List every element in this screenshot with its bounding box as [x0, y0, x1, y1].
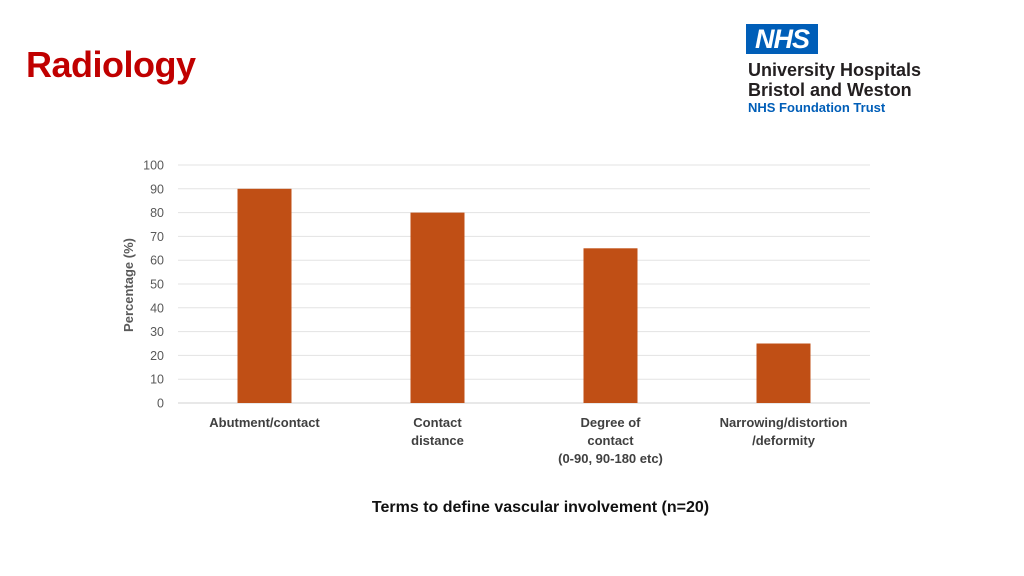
bar	[410, 212, 465, 403]
y-tick-label: 60	[150, 254, 164, 268]
x-tick-label: Abutment/contact	[209, 415, 320, 430]
x-tick-label: contact	[587, 433, 634, 448]
y-tick-label: 40	[150, 301, 164, 315]
x-axis-title: Terms to define vascular involvement (n=…	[371, 499, 710, 516]
y-tick-label: 30	[150, 325, 164, 339]
x-tick-label: Contact	[413, 415, 462, 430]
y-tick-label: 20	[150, 349, 164, 363]
y-tick-label: 50	[150, 278, 164, 292]
y-tick-label: 90	[150, 182, 164, 196]
x-tick-label: Narrowing/distortion	[720, 415, 848, 430]
y-tick-label: 80	[150, 206, 164, 220]
slide-title: Radiology	[26, 44, 196, 85]
x-tick-label: Degree of	[581, 415, 642, 430]
y-axis-title: Percentage (%)	[121, 238, 136, 332]
x-tick-label: (0-90, 90-180 etc)	[558, 451, 663, 466]
y-tick-label: 100	[143, 159, 164, 173]
bar	[237, 188, 292, 403]
nhs-trust-name: NHS Foundation Trust	[748, 100, 886, 115]
nhs-org-name: University Hospitals Bristol and Weston	[748, 60, 921, 100]
nhs-badge: NHS	[746, 24, 818, 54]
y-tick-label: 70	[150, 230, 164, 244]
x-tick-label: /deformity	[752, 433, 816, 448]
nhs-org-line1: University Hospitals	[748, 60, 922, 80]
nhs-org-line2: Bristol and Weston	[748, 80, 912, 100]
bar	[756, 343, 811, 403]
x-tick-label: distance	[411, 433, 464, 448]
y-tick-label: 0	[157, 397, 164, 411]
bar	[583, 248, 638, 403]
y-tick-label: 10	[150, 373, 164, 387]
